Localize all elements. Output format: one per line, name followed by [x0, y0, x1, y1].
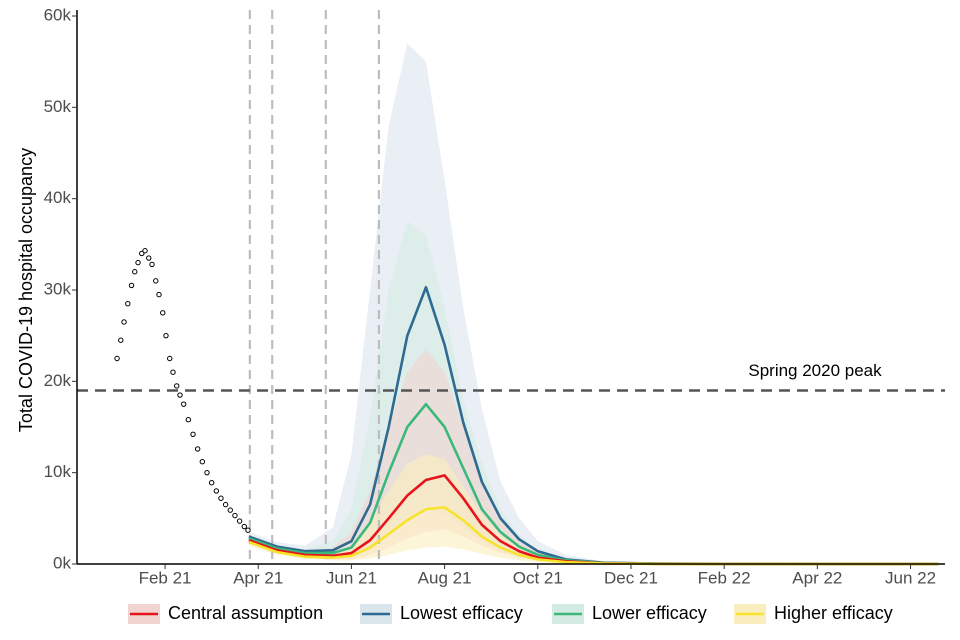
observed-point: [167, 355, 173, 362]
observed-point: [232, 512, 238, 519]
observed-point: [194, 446, 201, 452]
legend-label: Lowest efficacy: [400, 603, 523, 623]
observed-point: [241, 523, 247, 530]
uncertainty-band: [248, 43, 939, 564]
x-tick-label: Feb 22: [698, 568, 751, 587]
observed-point: [118, 337, 124, 343]
x-tick-label: Jun 21: [326, 568, 377, 587]
x-tick-label: Aug 21: [418, 568, 472, 587]
observed-point: [180, 401, 187, 407]
observed-point: [139, 250, 145, 257]
observed-point: [170, 369, 176, 375]
observed-point: [121, 319, 127, 325]
x-tick-label: Jun 22: [885, 568, 936, 587]
observed-point: [199, 459, 206, 465]
observed-point: [163, 332, 169, 339]
observed-point: [114, 355, 120, 362]
observed-point: [128, 282, 135, 289]
uncertainty-band: [248, 221, 939, 564]
y-tick-label: 20k: [44, 371, 72, 390]
annotation: Spring 2020 peak: [748, 361, 882, 380]
observed-point: [227, 507, 233, 513]
y-tick-label: 50k: [44, 97, 72, 116]
observed-point: [208, 480, 215, 486]
observed-point: [135, 259, 141, 266]
observed-point: [218, 495, 224, 501]
legend-label: Central assumption: [168, 603, 323, 623]
observed-point: [153, 278, 159, 284]
y-tick-label: 10k: [44, 462, 72, 481]
observed-point: [174, 383, 180, 389]
observed-point: [190, 431, 196, 438]
x-tick-label: Oct 21: [513, 568, 563, 587]
observed-point: [149, 261, 155, 268]
y-tick-label: 30k: [44, 279, 72, 298]
observed-point: [185, 416, 192, 423]
y-tick-label: 60k: [44, 5, 72, 24]
x-tick-label: Apr 21: [233, 568, 283, 587]
observed-point: [204, 469, 210, 476]
observed-point: [156, 291, 162, 298]
observed-point: [132, 269, 138, 275]
legend-label: Higher efficacy: [774, 603, 893, 623]
y-tick-label: 0k: [53, 553, 71, 572]
observed-point: [245, 527, 251, 533]
x-tick-label: Apr 22: [792, 568, 842, 587]
observed-point: [125, 301, 131, 307]
x-tick-label: Feb 21: [139, 568, 192, 587]
y-tick-label: 40k: [44, 188, 72, 207]
observed-point: [213, 488, 220, 494]
observed-point: [222, 501, 229, 508]
observed-point: [146, 255, 152, 261]
observed-point: [142, 248, 148, 254]
uncertainty-band: [248, 454, 939, 564]
y-axis-title: Total COVID-19 hospital occupancy: [16, 148, 36, 432]
series-line: [248, 506, 939, 566]
legend-label: Lower efficacy: [592, 603, 707, 623]
observed-point: [236, 518, 243, 524]
observed-point: [160, 310, 166, 316]
x-tick-label: Dec 21: [604, 568, 658, 587]
observed-point: [177, 392, 183, 398]
